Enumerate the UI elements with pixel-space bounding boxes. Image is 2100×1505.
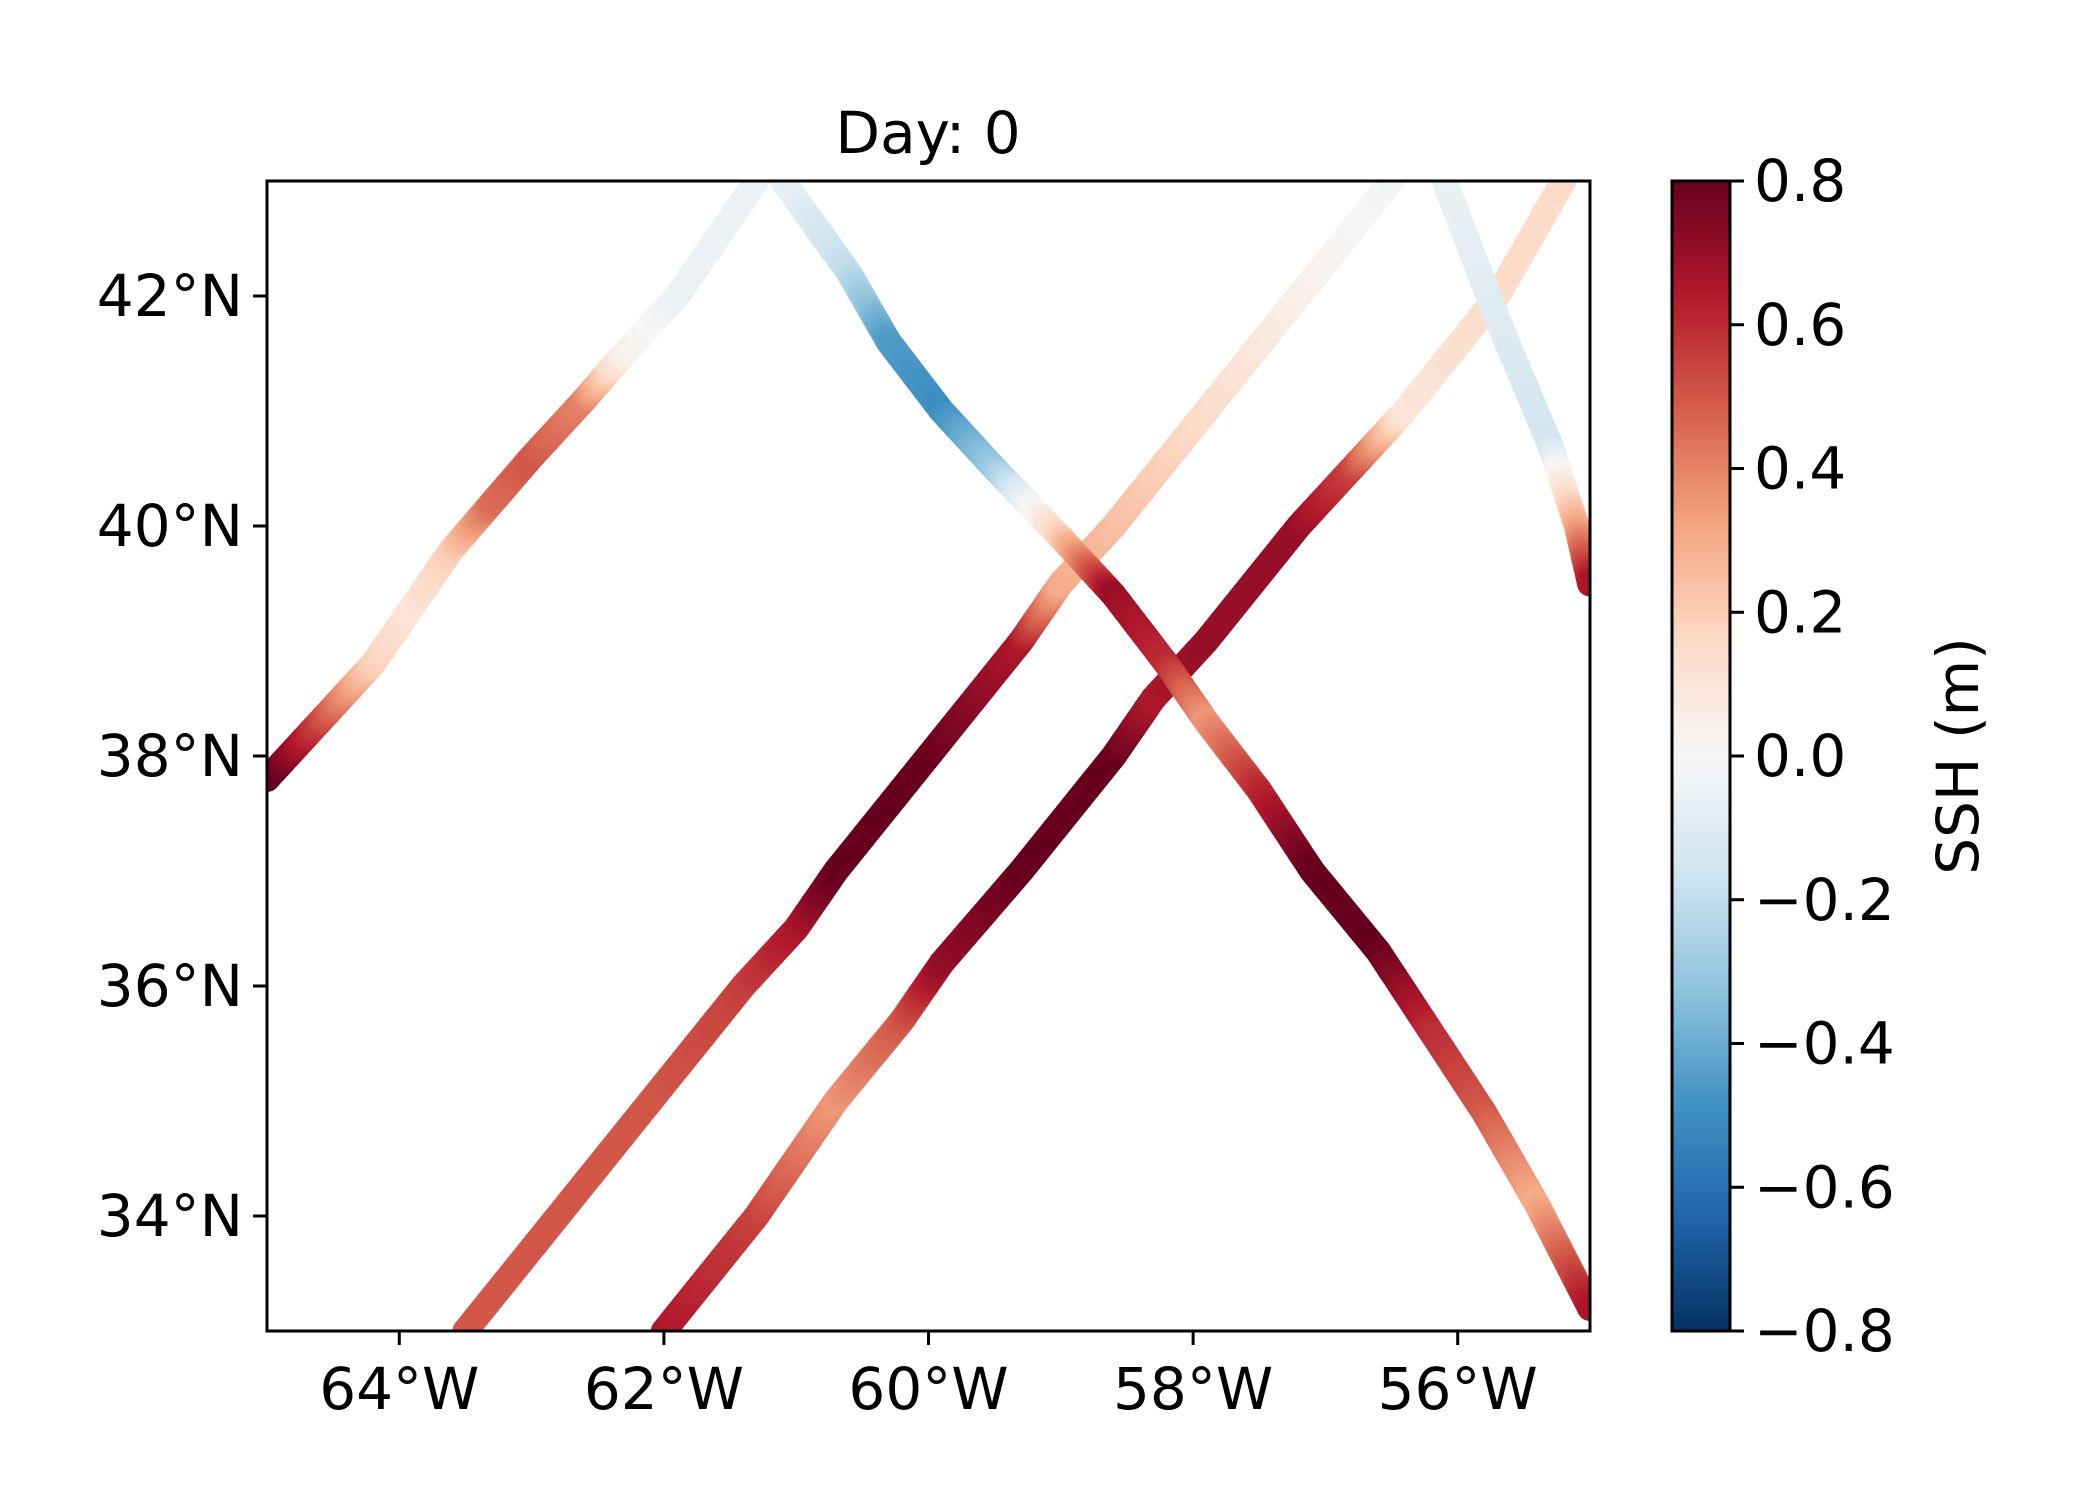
x-tick-label: 64°W bbox=[319, 1355, 479, 1423]
track-4 bbox=[770, 181, 1590, 1321]
x-axis: 64°W 62°W 60°W 58°W 56°W bbox=[319, 1331, 1538, 1423]
x-tick-label: 62°W bbox=[584, 1355, 744, 1423]
colorbar-label: SSH (m) bbox=[1924, 637, 1992, 874]
colorbar-tick-label: −0.4 bbox=[1754, 1010, 1895, 1078]
colorbar bbox=[1670, 179, 1732, 1333]
chart-title: Day: 0 bbox=[835, 99, 1020, 167]
colorbar-axis: 0.8 0.6 0.4 0.2 0.0 −0.2 −0.4 −0.6 −0.8 bbox=[1730, 147, 1895, 1365]
track-5 bbox=[1431, 181, 1590, 597]
y-tick-label: 38°N bbox=[97, 722, 243, 790]
x-tick-label: 56°W bbox=[1378, 1355, 1538, 1423]
colorbar-tick-label: 0.2 bbox=[1754, 578, 1846, 646]
x-tick-label: 60°W bbox=[848, 1355, 1008, 1423]
track-1 bbox=[267, 181, 770, 792]
x-tick-label: 58°W bbox=[1113, 1355, 1273, 1423]
track-dot bbox=[1550, 181, 1577, 194]
track-dot bbox=[1378, 181, 1405, 194]
colorbar-tick-label: 0.4 bbox=[1754, 435, 1846, 503]
colorbar-tick-label: −0.6 bbox=[1754, 1153, 1895, 1221]
track-3 bbox=[650, 181, 1577, 1331]
track-dot bbox=[1577, 570, 1590, 597]
track-dot bbox=[743, 181, 770, 194]
colorbar-tick-label: 0.0 bbox=[1754, 722, 1846, 790]
track-dot bbox=[1577, 1295, 1590, 1321]
y-axis: 34°N 36°N 38°N 40°N 42°N bbox=[97, 262, 267, 1250]
track-points bbox=[267, 181, 1590, 1331]
y-tick-label: 42°N bbox=[97, 262, 243, 330]
colorbar-tick-label: 0.6 bbox=[1754, 291, 1846, 359]
y-tick-label: 36°N bbox=[97, 952, 243, 1020]
y-tick-label: 40°N bbox=[97, 492, 243, 560]
y-tick-label: 34°N bbox=[97, 1182, 243, 1250]
colorbar-tick-label: −0.2 bbox=[1754, 866, 1895, 934]
track-2 bbox=[452, 181, 1405, 1331]
colorbar-tick-label: 0.8 bbox=[1754, 147, 1846, 215]
colorbar-tick-label: −0.8 bbox=[1754, 1297, 1895, 1365]
